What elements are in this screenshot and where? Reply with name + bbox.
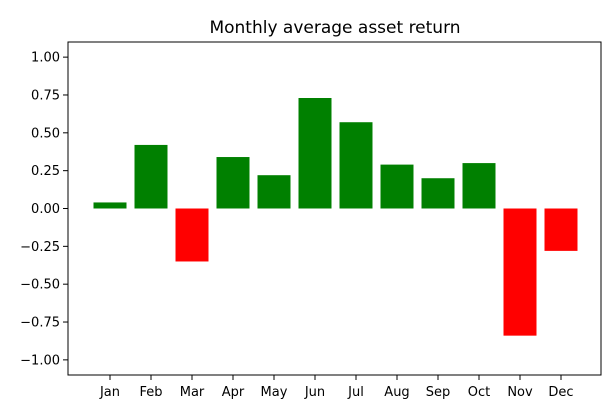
x-axis-ticks: Jan Feb Mar Apr May Jun Jul Aug Sep Oct Nov Dec [99,375,574,400]
y-tick-label: −1.00 [20,353,60,368]
x-tick-label-sep: Sep [426,385,451,400]
y-tick-label: 1.00 [31,51,60,66]
bar-jan [93,202,127,209]
y-tick-label: 0.00 [31,202,60,217]
x-tick-label-aug: Aug [384,385,409,400]
x-tick-label-jan: Jan [99,385,120,400]
bar-apr [216,157,250,209]
x-tick-label-oct: Oct [468,385,490,400]
plot-frame [67,41,602,376]
y-tick-label: 0.50 [31,126,60,141]
bar-mar [175,208,209,262]
bars-group [93,98,578,336]
bar-dec [544,208,578,251]
bar-feb [134,144,168,209]
x-tick-label-apr: Apr [222,385,245,400]
y-tick-label: 0.25 [31,164,60,179]
bar-jun [298,98,332,209]
bar-jul [339,122,373,209]
x-tick-label-feb: Feb [139,385,162,400]
x-tick-label-jun: Jun [304,385,325,400]
x-tick-label-mar: Mar [180,385,205,400]
y-tick-label: −0.50 [20,278,60,293]
x-tick-label-nov: Nov [507,385,533,400]
bar-may [257,175,291,209]
bar-nov [503,208,537,336]
x-tick-label-dec: Dec [548,385,573,400]
y-tick-label: 0.75 [31,88,60,103]
x-tick-label-jul: Jul [347,385,364,400]
y-axis-ticks: 1.00 0.75 0.50 0.25 0.00 −0.25 −0.50 −0.75 −1.00 [20,51,68,368]
bar-aug [380,164,414,209]
y-tick-label: −0.75 [20,316,60,331]
bar-sep [421,178,455,209]
chart-title: Monthly average asset return [209,18,460,38]
x-tick-label-may: May [261,385,288,400]
y-tick-label: −0.25 [20,240,60,255]
bar-oct [462,163,496,209]
